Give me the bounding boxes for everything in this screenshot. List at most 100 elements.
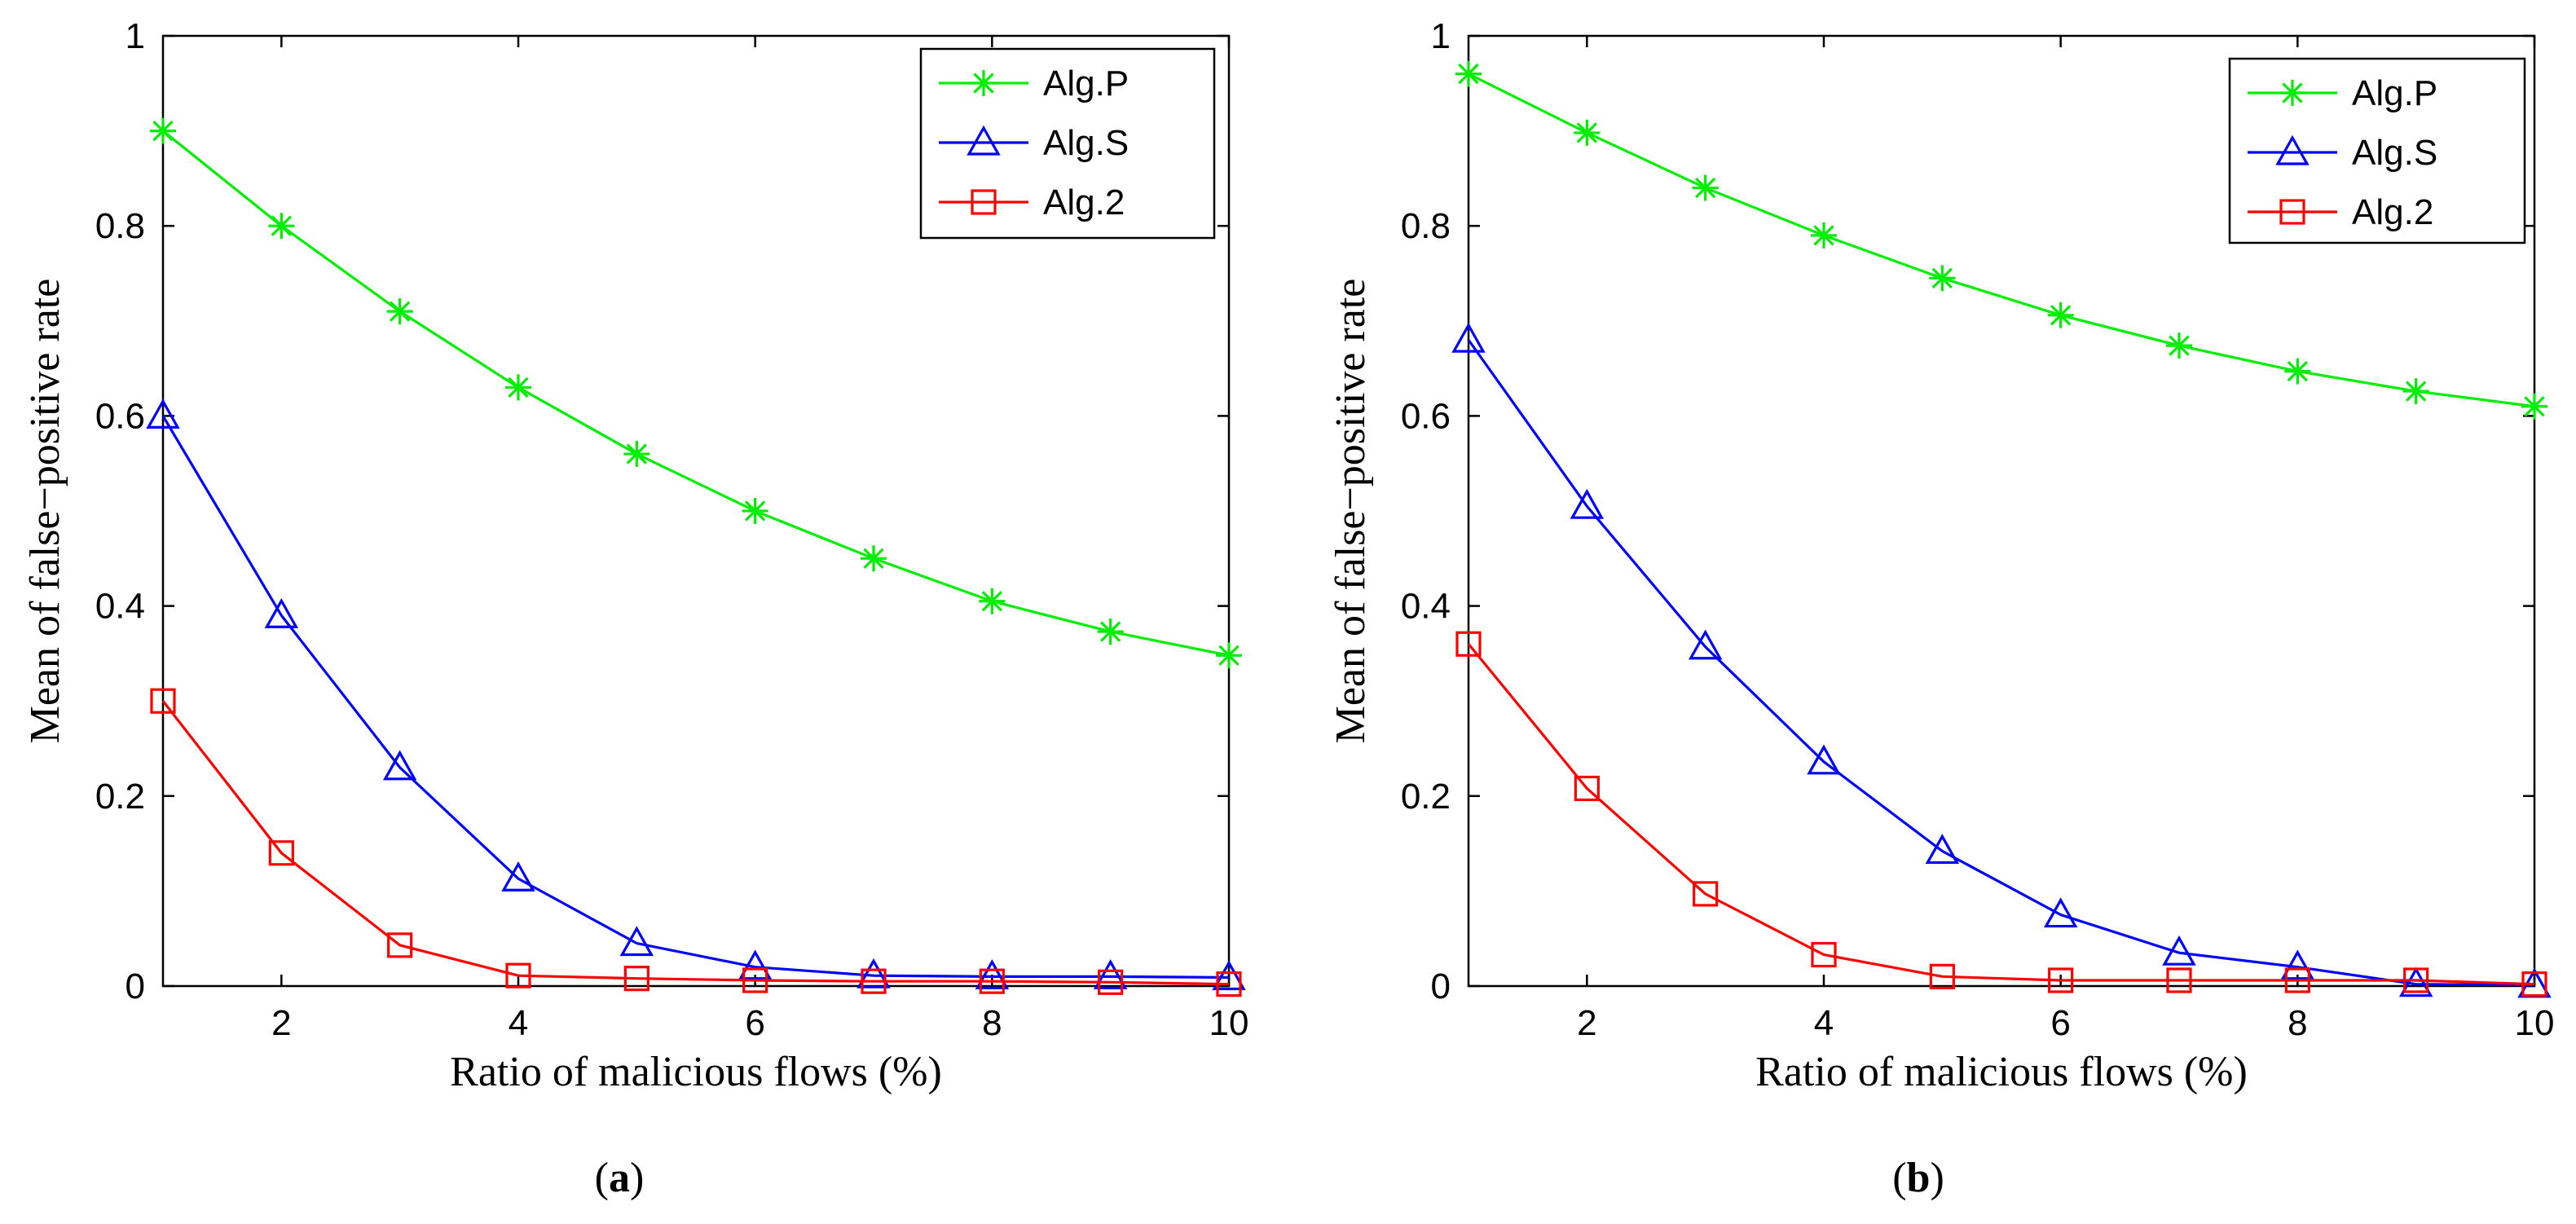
legend-label-alg-p: Alg.P [1043, 64, 1129, 103]
data-point-alg-p [150, 117, 176, 144]
series-line-alg-p [1468, 73, 2535, 408]
data-point-alg-2 [150, 688, 176, 714]
series-line-alg-p [161, 130, 1230, 657]
y-tick-label: 0.8 [1401, 206, 1451, 246]
x-tick-label: 8 [2288, 1003, 2307, 1043]
legend-label-alg-s: Alg.S [2352, 133, 2437, 173]
legend-label-alg-s: Alg.S [1043, 123, 1129, 163]
series-line-alg-2 [1467, 643, 2535, 986]
y-tick-label: 1 [1431, 16, 1451, 56]
data-point-alg-s [1212, 960, 1246, 991]
legend-marker-alg-2 [2279, 199, 2305, 225]
data-point-alg-s [2398, 966, 2433, 997]
chart-panel-a: 2 4 6 8 10 0 0.2 0.4 0.6 0.8 1 Ratio of malicious f… [22, 16, 1248, 1201]
y-axis-label: Mean of false−positive rate [1328, 279, 1374, 744]
data-point-alg-2 [742, 967, 768, 993]
x-tick-label: 8 [982, 1003, 1002, 1043]
data-point-alg-s [2162, 935, 2196, 966]
data-point-alg-s [382, 750, 417, 781]
data-point-alg-2 [1574, 775, 1600, 802]
data-point-alg-s [1925, 834, 1960, 865]
data-point-alg-2 [623, 966, 650, 992]
series-alg-2 [1455, 631, 2547, 997]
data-point-alg-p [2521, 393, 2547, 420]
data-point-alg-s [146, 398, 180, 429]
data-point-alg-2 [387, 932, 413, 958]
x-tick-label: 10 [1209, 1003, 1249, 1043]
data-point-alg-2 [1811, 941, 1837, 968]
data-point-alg-s [1451, 322, 1486, 353]
data-point-alg-s [1807, 744, 1841, 775]
data-point-alg-2 [2521, 971, 2547, 997]
data-point-alg-2 [505, 962, 531, 988]
legend-label-alg-p: Alg.P [2352, 73, 2437, 113]
series-line-alg-s [161, 415, 1230, 980]
x-tick-label: 2 [1577, 1003, 1596, 1043]
data-point-alg-p [1216, 642, 1242, 669]
data-point-alg-s [856, 958, 891, 988]
caption-b: (b) [1892, 1155, 1944, 1201]
data-point-alg-2 [2284, 967, 2310, 993]
y-tick-label: 0 [1431, 966, 1451, 1006]
data-point-alg-p [1811, 222, 1837, 249]
x-tick-label: 2 [271, 1003, 291, 1043]
legend-marker-alg-s [967, 125, 1001, 156]
data-point-alg-p [2047, 302, 2074, 328]
data-point-alg-p [268, 213, 295, 240]
series-alg-p [1455, 60, 2547, 420]
series-alg-p [150, 117, 1242, 669]
legend-marker-alg-2 [971, 189, 997, 215]
series-line-alg-2 [161, 700, 1230, 986]
data-point-alg-p [742, 498, 768, 524]
y-tick-label: 0 [125, 966, 145, 1006]
data-point-alg-2 [2403, 967, 2429, 993]
data-point-alg-p [1455, 60, 1482, 87]
data-point-alg-s [1688, 629, 1723, 660]
y-tick-label: 0.8 [95, 206, 145, 246]
data-point-alg-p [979, 588, 1006, 614]
y-tick-label: 0.2 [1401, 777, 1451, 817]
series-line-alg-s [1467, 339, 2535, 987]
data-point-alg-s [619, 926, 654, 957]
data-point-alg-2 [1455, 631, 1482, 657]
x-tick-label: 10 [2515, 1003, 2555, 1043]
x-tick-label: 6 [2050, 1003, 2070, 1043]
data-point-alg-2 [1693, 881, 1719, 907]
legend: Alg.P Alg.S Alg.2 [2228, 57, 2526, 244]
legend-label-alg-2: Alg.2 [1043, 183, 1125, 222]
y-tick-label: 0.4 [1401, 587, 1451, 627]
legend-marker-alg-s [2275, 134, 2310, 165]
y-tick-label: 0.4 [95, 587, 145, 627]
data-point-alg-s [2043, 897, 2078, 928]
x-axis-label: Ratio of malicious flows (%) [450, 1049, 942, 1095]
data-point-alg-p [1929, 265, 1956, 292]
data-point-alg-p [1692, 174, 1719, 201]
data-point-alg-s [2280, 949, 2315, 980]
data-point-alg-p [2284, 358, 2311, 385]
data-point-alg-2 [1098, 969, 1124, 995]
data-point-alg-p [861, 545, 887, 572]
legend-label-alg-2: Alg.2 [2352, 192, 2433, 232]
data-point-alg-2 [979, 968, 1005, 994]
data-point-alg-s [264, 597, 299, 628]
x-tick-label: 6 [745, 1003, 764, 1043]
legend-marker-alg-p [971, 70, 997, 96]
series-alg-2 [150, 688, 1242, 997]
data-point-alg-2 [268, 840, 294, 866]
data-point-alg-p [505, 374, 531, 401]
data-point-alg-s [1570, 488, 1605, 519]
data-point-alg-p [386, 298, 413, 325]
caption-a: (a) [595, 1155, 645, 1201]
y-tick-label: 0.6 [95, 396, 145, 436]
series-alg-s [146, 398, 1246, 991]
data-point-alg-p [623, 441, 650, 468]
legend: Alg.P Alg.S Alg.2 [919, 47, 1216, 240]
legend-marker-alg-p [2279, 80, 2305, 106]
data-point-alg-s [738, 949, 773, 980]
chart-panel-b: 2 4 6 8 10 0 0.2 0.4 0.6 0.8 1 Ratio of malicious f… [1328, 16, 2554, 1201]
x-tick-label: 4 [509, 1003, 528, 1043]
y-tick-label: 1 [125, 16, 145, 56]
data-point-alg-2 [2166, 967, 2192, 993]
data-point-alg-2 [2048, 967, 2074, 993]
